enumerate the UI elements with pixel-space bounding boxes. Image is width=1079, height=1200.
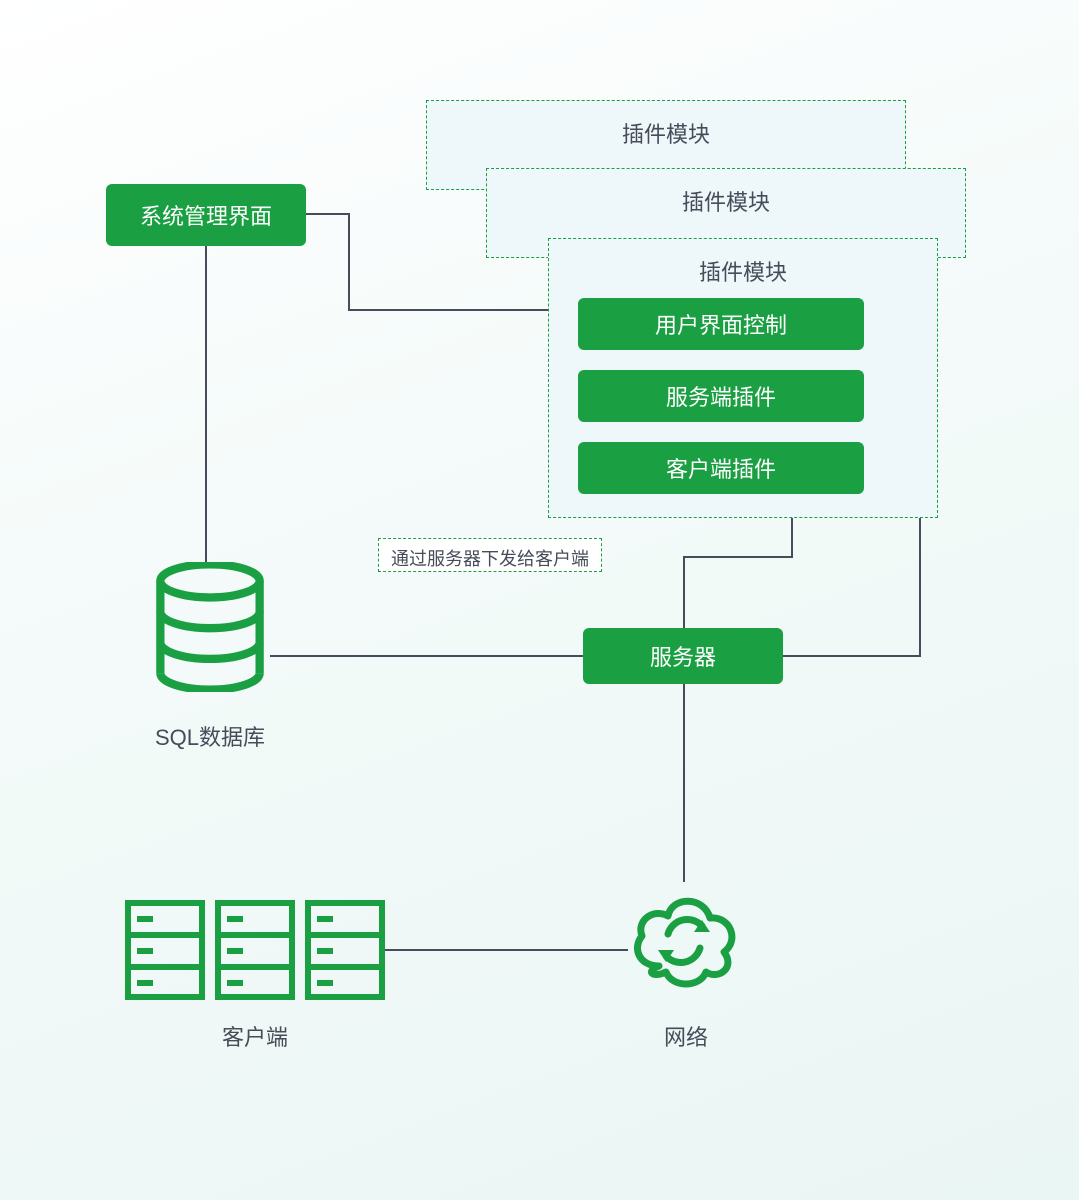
sys-mgmt-box: 系统管理界面 [106, 184, 306, 246]
cloud-icon [624, 876, 744, 996]
edge-sysmgmt-db [205, 246, 207, 562]
clients-icon [125, 900, 385, 1000]
plugin-item-label: 用户界面控制 [655, 308, 787, 340]
plugin-item-ui-control: 用户界面控制 [578, 298, 864, 350]
edge-plugin-server-v2 [683, 556, 685, 628]
dispatch-note-label: 通过服务器下发给客户端 [391, 549, 589, 569]
server-box: 服务器 [583, 628, 783, 684]
plugin-item-label: 服务端插件 [666, 380, 776, 412]
edge-sysmgmt-plugin-h2 [348, 309, 548, 311]
edge-plugin-server-v1 [791, 518, 793, 558]
edge-clients-cloud [385, 949, 628, 951]
plugin-item-server-plugin: 服务端插件 [578, 370, 864, 422]
plugin-panel-front-title: 插件模块 [549, 239, 937, 287]
clients-label: 客户端 [200, 1020, 310, 1052]
cloud-label: 网络 [656, 1020, 716, 1052]
edge-sysmgmt-plugin-v [348, 213, 350, 311]
edge-plugin-server-h [683, 556, 793, 558]
edge-db-server [270, 655, 583, 657]
edge-plugin-server-right-v [919, 518, 921, 656]
sys-mgmt-label: 系统管理界面 [140, 199, 272, 231]
plugin-item-client-plugin: 客户端插件 [578, 442, 864, 494]
edge-server-cloud [683, 684, 685, 882]
plugin-panel-back-title: 插件模块 [427, 101, 905, 149]
server-label: 服务器 [650, 640, 716, 672]
database-label: SQL数据库 [140, 720, 280, 752]
plugin-item-label: 客户端插件 [666, 452, 776, 484]
edge-plugin-server-right-h [783, 655, 921, 657]
database-icon [150, 562, 270, 692]
plugin-panel-mid-title: 插件模块 [487, 169, 965, 217]
edge-sysmgmt-plugin-h1 [306, 213, 350, 215]
dispatch-note: 通过服务器下发给客户端 [378, 538, 602, 572]
